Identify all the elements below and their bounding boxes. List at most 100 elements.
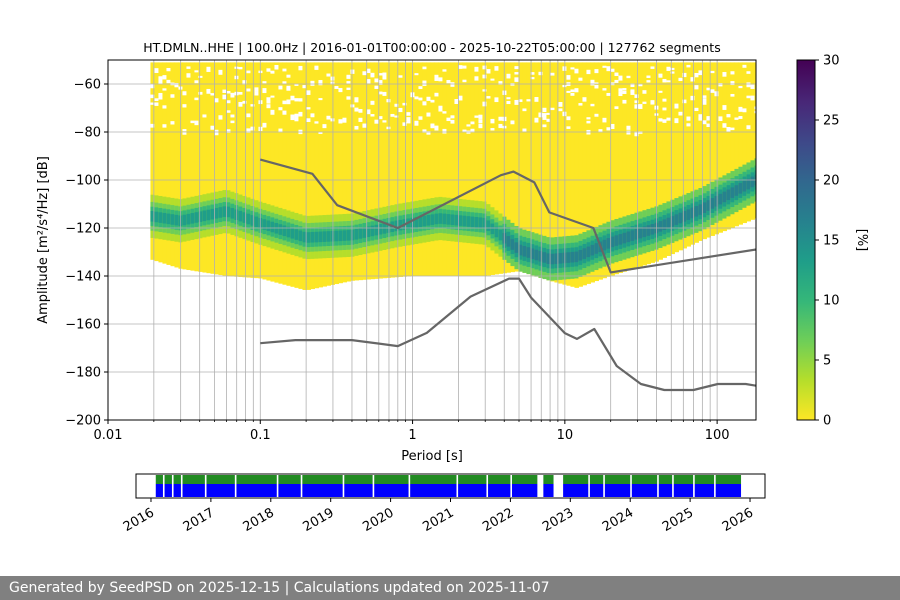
heatmap-gap <box>214 131 219 136</box>
heatmap-gap <box>618 75 623 81</box>
heatmap-gap <box>310 80 315 86</box>
heatmap-gap <box>346 96 351 100</box>
heatmap-column <box>450 62 455 277</box>
heatmap-gap <box>298 98 303 102</box>
heatmap-gap <box>570 89 575 93</box>
heatmap-column <box>686 62 691 247</box>
heatmap-density <box>318 231 323 243</box>
heatmap-gap <box>662 119 667 123</box>
heatmap-gap <box>706 123 711 128</box>
heatmap-gap <box>258 100 263 105</box>
heatmap-gap <box>686 116 691 121</box>
heatmap-gap <box>522 128 527 132</box>
heatmap-gap <box>206 88 211 92</box>
heatmap-gap <box>546 118 551 122</box>
heatmap-gap <box>638 104 643 109</box>
heatmap-gap <box>442 128 447 134</box>
heatmap-gap <box>514 99 519 105</box>
heatmap-gap <box>262 81 267 84</box>
heatmap-gap <box>150 94 155 99</box>
timeline-gap <box>714 475 716 497</box>
heatmap-gap <box>382 120 387 123</box>
heatmap-column <box>670 62 675 255</box>
plot-frame <box>107 59 757 421</box>
heatmap-gap <box>346 87 351 90</box>
heatmap-gap <box>446 117 451 122</box>
heatmap-column <box>554 62 559 283</box>
heatmap-gap <box>702 98 707 103</box>
heatmap-gap <box>730 93 735 97</box>
heatmap-gap <box>630 83 635 87</box>
heatmap-gap <box>298 65 303 71</box>
heatmap-gap <box>150 102 155 105</box>
heatmap-column <box>194 62 199 272</box>
heatmap-gap <box>598 129 603 133</box>
heatmap-gap <box>682 72 687 78</box>
heatmap-density <box>658 221 663 232</box>
heatmap-density <box>202 210 207 222</box>
x-tick-label: 1 <box>408 428 416 443</box>
heatmap-density <box>266 220 271 232</box>
heatmap-density <box>434 213 439 225</box>
colorbar-tick-label: 0 <box>823 414 831 429</box>
heatmap-density <box>682 211 687 222</box>
heatmap-density <box>326 231 331 242</box>
heatmap-gap <box>658 73 663 78</box>
heatmap-column <box>454 62 459 277</box>
heatmap-density <box>510 239 515 250</box>
heatmap-gap <box>186 73 191 78</box>
heatmap-density <box>578 250 583 261</box>
heatmap-gap <box>286 85 291 91</box>
heatmap-gap <box>382 74 387 80</box>
heatmap-column <box>494 62 499 275</box>
heatmap-gap <box>482 89 487 92</box>
heatmap-gap <box>198 92 203 95</box>
heatmap-gap <box>430 99 435 103</box>
heatmap-gap <box>666 117 671 121</box>
psd-plot: 0.01 0.1 1 10 100 −60 −80 −100 −120 −140 −160 −180… <box>36 59 757 464</box>
heatmap-column <box>522 62 527 273</box>
heatmap-column <box>514 62 519 272</box>
heatmap-gap <box>246 88 251 92</box>
heatmap-density <box>642 226 647 238</box>
heatmap-gap <box>226 100 231 104</box>
heatmap-gap <box>250 126 255 131</box>
heatmap-column <box>634 62 639 268</box>
heatmap-density <box>714 195 719 207</box>
heatmap-column <box>534 62 539 277</box>
heatmap-density <box>454 214 459 226</box>
heatmap-gap <box>670 67 675 71</box>
heatmap-density <box>586 246 591 258</box>
heatmap-density <box>474 217 479 228</box>
heatmap-gap <box>446 79 451 84</box>
heatmap-gap <box>450 119 455 124</box>
timeline-gap <box>180 475 183 497</box>
heatmap-gap <box>150 123 155 128</box>
heatmap-column <box>550 62 555 282</box>
heatmap-gap <box>402 122 407 126</box>
noise-model-nhnm <box>260 158 756 274</box>
heatmap-gap <box>182 104 187 108</box>
heatmap-gap <box>538 71 543 76</box>
heatmap-gap <box>150 83 155 89</box>
heatmap-density <box>270 221 275 233</box>
heatmap-gap <box>694 72 699 78</box>
heatmap-gap <box>686 123 691 127</box>
heatmap-column <box>166 62 171 265</box>
heatmap-gap <box>634 100 639 104</box>
heatmap-column <box>466 62 471 277</box>
timeline-gap <box>510 475 513 497</box>
heatmap-gap <box>558 101 563 107</box>
heatmap-gap <box>430 124 435 129</box>
heatmap-gap <box>730 71 735 75</box>
heatmap-column <box>242 62 247 278</box>
heatmap-column <box>478 62 483 277</box>
heatmap-column <box>694 62 699 243</box>
heatmap-density <box>338 230 343 242</box>
heatmap-column <box>362 62 367 280</box>
heatmap-gap <box>190 120 195 124</box>
heatmap-gap <box>262 88 267 94</box>
heatmap-column <box>230 62 235 277</box>
heatmap-gap <box>254 91 259 96</box>
heatmap-gap <box>602 65 607 68</box>
